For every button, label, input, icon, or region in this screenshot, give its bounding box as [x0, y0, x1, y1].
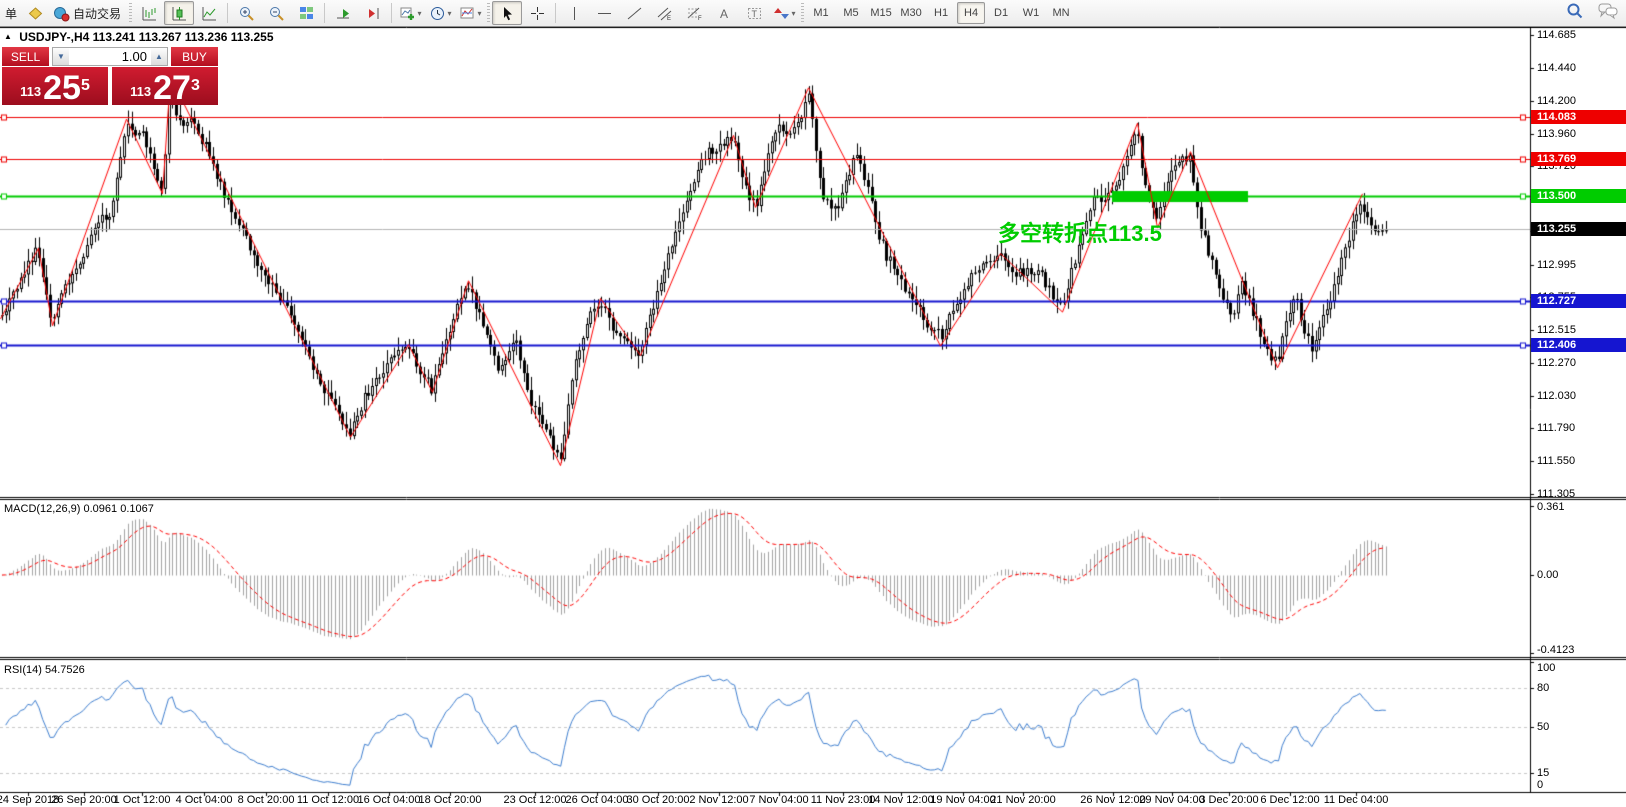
timeframe-d1[interactable]: D1	[994, 7, 1009, 19]
dropdown-arrow-icon: ▾	[417, 8, 422, 18]
timeframe-m5[interactable]: M5	[843, 7, 859, 19]
timeframe-m15[interactable]: M15	[870, 7, 892, 19]
tile-windows-button[interactable]	[291, 1, 321, 25]
periods-button[interactable]: ▾	[425, 1, 455, 25]
timeframe-group: M1 M5 M15 M30 H1 H4 D1 W1 MN	[806, 2, 1076, 24]
horizontal-line-icon	[596, 5, 613, 22]
periods-clock-icon	[429, 5, 446, 22]
buy-price-main: 27	[153, 69, 191, 107]
zoom-in-button[interactable]	[231, 1, 261, 25]
line-chart-button[interactable]	[194, 1, 224, 25]
bar-chart-icon	[141, 5, 158, 22]
sell-price-sup: 5	[80, 77, 90, 94]
svg-text:F: F	[698, 16, 702, 22]
cursor-icon	[499, 5, 516, 22]
tile-windows-icon	[298, 5, 315, 22]
toolbar-grip[interactable]	[487, 3, 491, 23]
autotrade-icon	[53, 5, 70, 22]
vertical-line-button[interactable]	[559, 1, 589, 25]
trendline-button[interactable]	[619, 1, 649, 25]
text-button[interactable]: A	[709, 1, 739, 25]
text-label-button[interactable]: T	[739, 1, 769, 25]
auto-scroll-button[interactable]	[328, 1, 358, 25]
trendline-icon	[626, 5, 643, 22]
svg-text:A: A	[720, 7, 728, 21]
equidistant-channel-icon: E	[656, 5, 673, 22]
sell-button[interactable]: SELL	[2, 47, 49, 66]
autotrade-label: 自动交易	[73, 6, 122, 21]
zoom-out-button[interactable]	[261, 1, 291, 25]
sell-price-main: 25	[43, 69, 81, 107]
volume-input[interactable]: 1.00	[69, 48, 151, 65]
chart-shift-button[interactable]	[358, 1, 388, 25]
arrows-button[interactable]: ▾	[769, 1, 799, 25]
indicators-button[interactable]: ▾	[395, 1, 425, 25]
buy-price-prefix: 113	[130, 84, 152, 99]
svg-text:E: E	[667, 16, 671, 22]
order-label[interactable]: 单	[5, 6, 18, 21]
timeframe-mn[interactable]: MN	[1052, 7, 1070, 19]
volume-down-button[interactable]: ▼	[53, 48, 69, 65]
timeframe-h4[interactable]: H4	[957, 2, 986, 24]
timeframe-m1[interactable]: M1	[813, 7, 829, 19]
templates-button[interactable]: ▾	[455, 1, 485, 25]
chart-shift-icon	[365, 5, 382, 22]
bar-chart-button[interactable]	[134, 1, 164, 25]
line-chart-icon	[201, 5, 218, 22]
text-a-icon: A	[716, 5, 733, 22]
crosshair-button[interactable]	[522, 1, 552, 25]
fibonacci-button[interactable]: F	[679, 1, 709, 25]
toolbar-grip[interactable]	[129, 3, 133, 23]
buy-price-sup: 3	[190, 77, 200, 94]
horizontal-line-button[interactable]	[589, 1, 619, 25]
search-icon[interactable]	[1566, 2, 1584, 20]
sell-price-prefix: 113	[20, 84, 42, 99]
toolbar-grip[interactable]	[801, 3, 805, 23]
sell-price-display[interactable]: 113 25 5	[2, 67, 108, 105]
buy-price-display[interactable]: 113 27 3	[112, 67, 218, 105]
gold-diamond-icon	[27, 5, 44, 22]
indicators-icon	[399, 5, 416, 22]
dropdown-arrow-icon: ▾	[477, 8, 482, 18]
price-chart-canvas[interactable]	[0, 27, 1626, 807]
templates-icon	[459, 5, 476, 22]
candlestick-chart-icon	[171, 5, 188, 22]
arrows-icon	[773, 5, 790, 22]
autotrade-button[interactable]: 自动交易	[50, 1, 127, 25]
gold-diamond-button[interactable]	[20, 1, 50, 25]
channel-button[interactable]: E	[649, 1, 679, 25]
candlestick-chart-button[interactable]	[164, 1, 195, 25]
timeframe-w1[interactable]: W1	[1022, 7, 1040, 19]
one-click-trading-widget: SELL ▼ 1.00 ▲ BUY 113 25 5 113 27 3	[2, 47, 218, 105]
dropdown-arrow-icon: ▾	[791, 8, 796, 18]
zoom-in-icon	[238, 5, 255, 22]
buy-button[interactable]: BUY	[171, 47, 218, 66]
timeframe-m30[interactable]: M30	[900, 7, 922, 19]
auto-scroll-icon	[335, 5, 352, 22]
dropdown-arrow-icon: ▾	[447, 8, 452, 18]
chat-icon[interactable]	[1598, 2, 1618, 20]
cursor-button[interactable]	[492, 1, 523, 25]
toolbar: 单 自动交易	[0, 0, 1626, 27]
vertical-line-icon	[566, 5, 583, 22]
zoom-out-icon	[268, 5, 285, 22]
text-label-icon: T	[746, 5, 763, 22]
crosshair-icon	[529, 5, 546, 22]
svg-text:T: T	[751, 9, 757, 19]
volume-up-button[interactable]: ▲	[151, 48, 167, 65]
timeframe-h1[interactable]: H1	[934, 7, 949, 19]
fibonacci-icon: F	[686, 5, 703, 22]
